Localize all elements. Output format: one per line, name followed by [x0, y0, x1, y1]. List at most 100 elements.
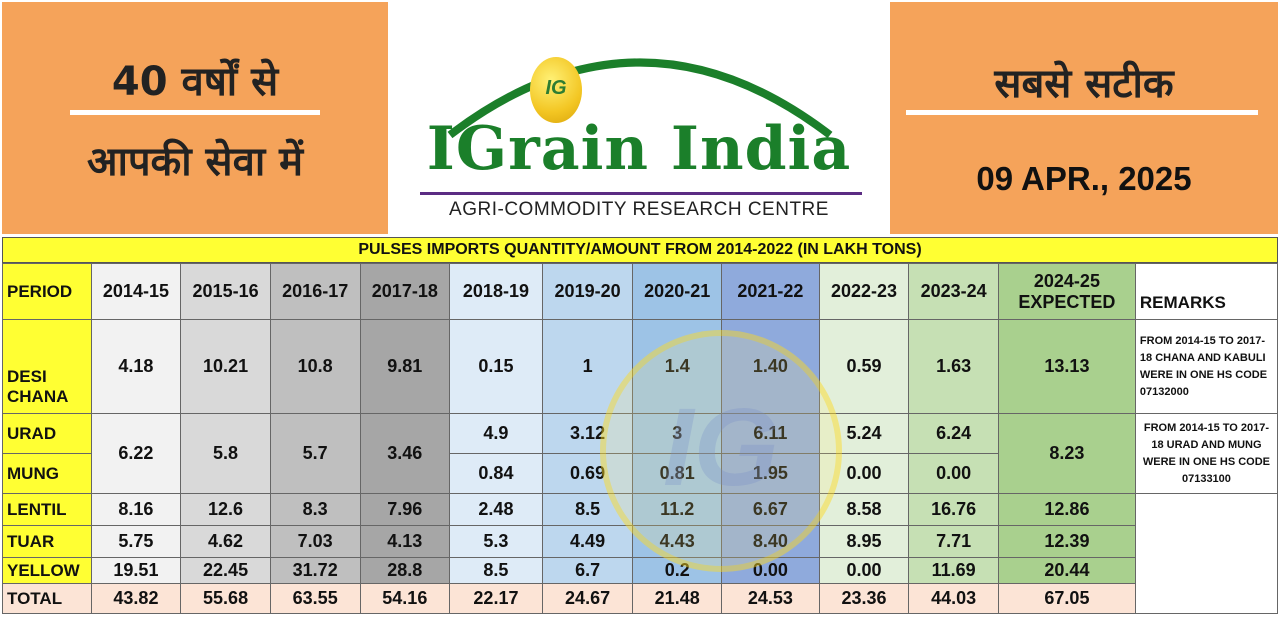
row-label: DESI CHANA — [2, 319, 92, 414]
right-slogan-panel: सबसे सटीक 09 APR., 2025 — [890, 2, 1278, 234]
slogan-right: सबसे सटीक — [994, 61, 1174, 107]
table-cell: 54.16 — [359, 583, 451, 614]
header-year: 2014-15 — [90, 263, 182, 320]
table-cell: 10.21 — [180, 319, 271, 414]
header-period: PERIOD — [2, 263, 92, 320]
table-cell: 0.00 — [818, 453, 910, 494]
table-cell: 11.2 — [632, 493, 723, 526]
table-cell: 4.62 — [180, 525, 271, 558]
logo-panel: IG IGrain India AGRI-COMMODITY RESEARCH … — [390, 2, 888, 234]
table-cell: 6.67 — [721, 493, 820, 526]
table-header-row: PERIOD 2014-15 2015-16 2016-17 2017-18 2… — [2, 263, 1279, 320]
table-cell: 24.53 — [721, 583, 820, 614]
table-cell: 12.39 — [997, 525, 1136, 558]
table-cell: 8.58 — [818, 493, 910, 526]
table-row-yellow: YELLOW 19.51 22.45 31.72 28.8 8.5 6.7 0.… — [2, 557, 1278, 584]
table-cell: 8.40 — [721, 525, 820, 558]
table-cell: 28.8 — [359, 557, 451, 584]
table-cell: 8.5 — [449, 557, 543, 584]
table-cell: 6.7 — [541, 557, 634, 584]
divider — [906, 110, 1258, 115]
table-cell: 0.81 — [632, 453, 723, 494]
table-cell: 0.00 — [818, 557, 910, 584]
table-cell: 43.82 — [90, 583, 182, 614]
remark-empty — [1134, 493, 1279, 614]
table-cell: 9.81 — [359, 319, 451, 414]
table-cell: 10.8 — [269, 319, 361, 414]
table-cell: 44.03 — [908, 583, 999, 614]
table-cell: 7.71 — [908, 525, 999, 558]
table-cell: 4.18 — [90, 319, 182, 414]
table-cell: 4.43 — [632, 525, 723, 558]
header-year: 2015-16 — [180, 263, 271, 320]
table-cell: 3 — [632, 413, 723, 454]
row-label: LENTIL — [2, 493, 92, 526]
table-cell: 1 — [541, 319, 634, 414]
table-cell: 1.4 — [632, 319, 723, 414]
header-year: 2017-18 — [359, 263, 451, 320]
left-slogan-panel: 40 वर्षों से आपकी सेवा में — [2, 2, 388, 234]
table-cell: 0.59 — [818, 319, 910, 414]
table-cell: 0.2 — [632, 557, 723, 584]
header-year: 2020-21 — [632, 263, 723, 320]
table-cell: 67.05 — [997, 583, 1136, 614]
table-cell: 6.22 — [90, 413, 182, 494]
table-cell: 8.3 — [269, 493, 361, 526]
table-cell: 8.23 — [997, 413, 1136, 494]
table-cell: 12.6 — [180, 493, 271, 526]
table-cell: 22.17 — [449, 583, 543, 614]
table-cell: 7.96 — [359, 493, 451, 526]
table-cell: 20.44 — [997, 557, 1136, 584]
header-year: 2023-24 — [908, 263, 999, 320]
table-cell: 1.40 — [721, 319, 820, 414]
table-cell: 55.68 — [180, 583, 271, 614]
table-cell: 4.49 — [541, 525, 634, 558]
table-cell: 22.45 — [180, 557, 271, 584]
table-cell: 0.00 — [721, 557, 820, 584]
remark-chana: FROM 2014-15 TO 2017-18 CHANA AND KABULI… — [1134, 319, 1279, 414]
table-row-tuar: TUAR 5.75 4.62 7.03 4.13 5.3 4.49 4.43 8… — [2, 525, 1278, 558]
table-cell: 2.48 — [449, 493, 543, 526]
row-label: YELLOW — [2, 557, 92, 584]
table-cell: 19.51 — [90, 557, 182, 584]
table-cell: 5.24 — [818, 413, 910, 454]
divider — [70, 110, 320, 115]
header-banner: 40 वर्षों से आपकी सेवा में IG IGrain Ind… — [0, 0, 1280, 236]
slogan-line-1: 40 वर्षों से — [111, 59, 279, 105]
table-cell: 5.75 — [90, 525, 182, 558]
pulses-imports-table: PERIOD 2014-15 2015-16 2016-17 2017-18 2… — [2, 263, 1279, 614]
header-remarks: REMARKS — [1134, 263, 1279, 320]
table-cell: 0.69 — [541, 453, 634, 494]
table-cell: 7.03 — [269, 525, 361, 558]
table-cell: 11.69 — [908, 557, 999, 584]
logo-coin-icon: IG — [530, 57, 582, 123]
table-cell: 23.36 — [818, 583, 910, 614]
header-year-expected: 2024-25 EXPECTED — [997, 263, 1136, 320]
table-cell: 6.11 — [721, 413, 820, 454]
row-label: TOTAL — [2, 583, 92, 614]
table-cell: 3.12 — [541, 413, 634, 454]
table-cell: 3.46 — [359, 413, 451, 494]
row-label: URAD — [2, 413, 92, 454]
table-cell: 1.63 — [908, 319, 999, 414]
table-cell: 8.95 — [818, 525, 910, 558]
table-cell: 4.13 — [359, 525, 451, 558]
table-cell: 5.7 — [269, 413, 361, 494]
table-cell: 8.16 — [90, 493, 182, 526]
table-row-desi-chana: DESI CHANA 4.18 10.21 10.8 9.81 0.15 1 1… — [2, 319, 1279, 414]
table-row-mung: MUNG 0.84 0.69 0.81 1.95 0.00 0.00 — [2, 453, 1278, 494]
report-date: 09 APR., 2025 — [976, 160, 1192, 197]
table-cell: 63.55 — [269, 583, 361, 614]
table-row-urad: URAD 6.22 5.8 5.7 3.46 4.9 3.12 3 6.11 5… — [2, 413, 1279, 494]
table-cell: 24.67 — [541, 583, 634, 614]
table-row-lentil: LENTIL 8.16 12.6 8.3 7.96 2.48 8.5 11.2 … — [2, 493, 1279, 614]
table-cell: 13.13 — [997, 319, 1136, 414]
slogan-line-2: आपकी सेवा में — [86, 139, 304, 185]
table-cell: 21.48 — [632, 583, 723, 614]
table-cell: 31.72 — [269, 557, 361, 584]
brand-name: IGrain India — [426, 114, 852, 184]
table-title: PULSES IMPORTS QUANTITY/AMOUNT FROM 2014… — [2, 237, 1278, 263]
table-row-total: TOTAL 43.82 55.68 63.55 54.16 22.17 24.6… — [2, 583, 1278, 614]
header-year: 2021-22 — [721, 263, 820, 320]
remark-urad-mung: FROM 2014-15 TO 2017-18 URAD AND MUNG WE… — [1134, 413, 1279, 494]
